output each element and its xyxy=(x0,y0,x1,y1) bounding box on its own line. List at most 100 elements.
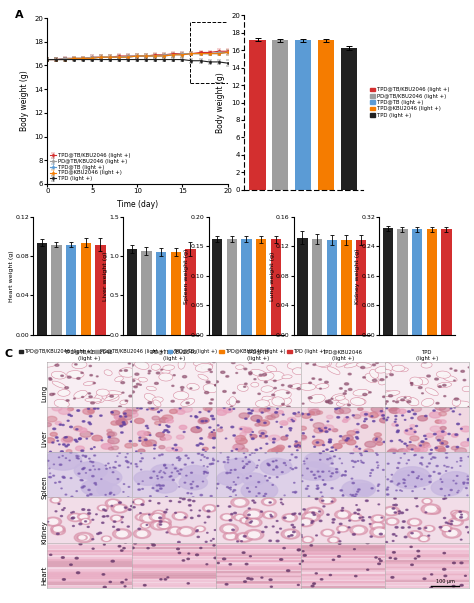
Ellipse shape xyxy=(173,391,189,400)
Circle shape xyxy=(226,472,228,473)
Circle shape xyxy=(467,440,469,441)
Circle shape xyxy=(435,378,438,380)
Circle shape xyxy=(89,458,90,459)
FancyArrow shape xyxy=(385,575,469,576)
Circle shape xyxy=(236,449,237,450)
Circle shape xyxy=(434,457,436,458)
Circle shape xyxy=(467,438,470,440)
Circle shape xyxy=(282,472,283,473)
Circle shape xyxy=(205,420,207,421)
Circle shape xyxy=(447,530,457,536)
Circle shape xyxy=(360,453,362,454)
Ellipse shape xyxy=(462,386,472,392)
Circle shape xyxy=(461,442,470,446)
Ellipse shape xyxy=(107,391,122,395)
Circle shape xyxy=(97,484,120,496)
FancyArrow shape xyxy=(132,585,216,586)
Circle shape xyxy=(380,379,384,380)
Circle shape xyxy=(331,463,333,464)
Circle shape xyxy=(162,415,173,421)
FancyArrow shape xyxy=(47,579,132,580)
Text: 100 μm: 100 μm xyxy=(436,579,455,584)
Circle shape xyxy=(315,498,318,499)
Circle shape xyxy=(70,452,72,453)
Circle shape xyxy=(403,482,405,484)
Circle shape xyxy=(295,441,297,442)
Circle shape xyxy=(365,414,367,415)
Circle shape xyxy=(410,383,412,384)
Circle shape xyxy=(374,529,385,535)
Circle shape xyxy=(294,482,295,483)
Circle shape xyxy=(258,493,260,494)
Circle shape xyxy=(392,540,394,541)
Circle shape xyxy=(67,513,83,522)
FancyArrow shape xyxy=(385,566,469,567)
Circle shape xyxy=(380,560,382,561)
Circle shape xyxy=(165,496,167,497)
FancyArrow shape xyxy=(385,546,469,547)
Circle shape xyxy=(307,485,309,487)
Circle shape xyxy=(221,371,225,373)
Circle shape xyxy=(197,527,203,531)
Circle shape xyxy=(404,453,405,454)
Circle shape xyxy=(195,416,198,418)
Circle shape xyxy=(444,396,446,397)
Bar xyxy=(295,40,311,190)
Circle shape xyxy=(401,415,403,416)
Circle shape xyxy=(74,462,108,479)
Ellipse shape xyxy=(437,382,452,388)
Circle shape xyxy=(332,559,335,560)
Circle shape xyxy=(407,444,416,450)
Circle shape xyxy=(361,455,362,456)
Circle shape xyxy=(376,462,378,463)
Circle shape xyxy=(450,408,452,409)
Circle shape xyxy=(386,489,388,490)
Circle shape xyxy=(371,406,383,412)
Circle shape xyxy=(301,560,303,562)
Circle shape xyxy=(319,388,321,389)
Circle shape xyxy=(78,473,80,474)
Circle shape xyxy=(294,491,297,493)
Circle shape xyxy=(202,447,208,450)
Circle shape xyxy=(386,494,389,495)
Circle shape xyxy=(74,532,93,543)
Circle shape xyxy=(459,414,461,415)
Circle shape xyxy=(435,420,441,423)
Circle shape xyxy=(212,437,215,439)
Circle shape xyxy=(398,511,401,512)
FancyArrow shape xyxy=(47,563,132,564)
Ellipse shape xyxy=(105,394,118,400)
Circle shape xyxy=(310,545,312,546)
Circle shape xyxy=(121,432,123,433)
Circle shape xyxy=(148,402,152,404)
Circle shape xyxy=(197,428,200,429)
Circle shape xyxy=(82,480,83,481)
Circle shape xyxy=(76,429,78,430)
Circle shape xyxy=(265,415,273,420)
Circle shape xyxy=(52,442,54,443)
Circle shape xyxy=(276,452,278,453)
Circle shape xyxy=(414,455,415,456)
Ellipse shape xyxy=(251,369,266,377)
Circle shape xyxy=(122,392,124,393)
Bar xyxy=(66,245,76,335)
FancyArrow shape xyxy=(216,550,301,551)
Circle shape xyxy=(136,466,138,467)
Circle shape xyxy=(365,500,368,502)
Circle shape xyxy=(447,523,449,524)
Circle shape xyxy=(107,429,112,432)
Circle shape xyxy=(297,462,331,480)
Circle shape xyxy=(235,484,237,485)
Circle shape xyxy=(345,440,348,441)
Circle shape xyxy=(439,412,447,416)
FancyArrow shape xyxy=(47,557,132,558)
Circle shape xyxy=(352,494,354,495)
Circle shape xyxy=(159,524,162,525)
Circle shape xyxy=(394,504,397,506)
Circle shape xyxy=(161,369,163,370)
Circle shape xyxy=(83,486,85,487)
Circle shape xyxy=(231,362,235,364)
Circle shape xyxy=(272,461,273,462)
Circle shape xyxy=(92,435,102,441)
Circle shape xyxy=(311,586,314,587)
